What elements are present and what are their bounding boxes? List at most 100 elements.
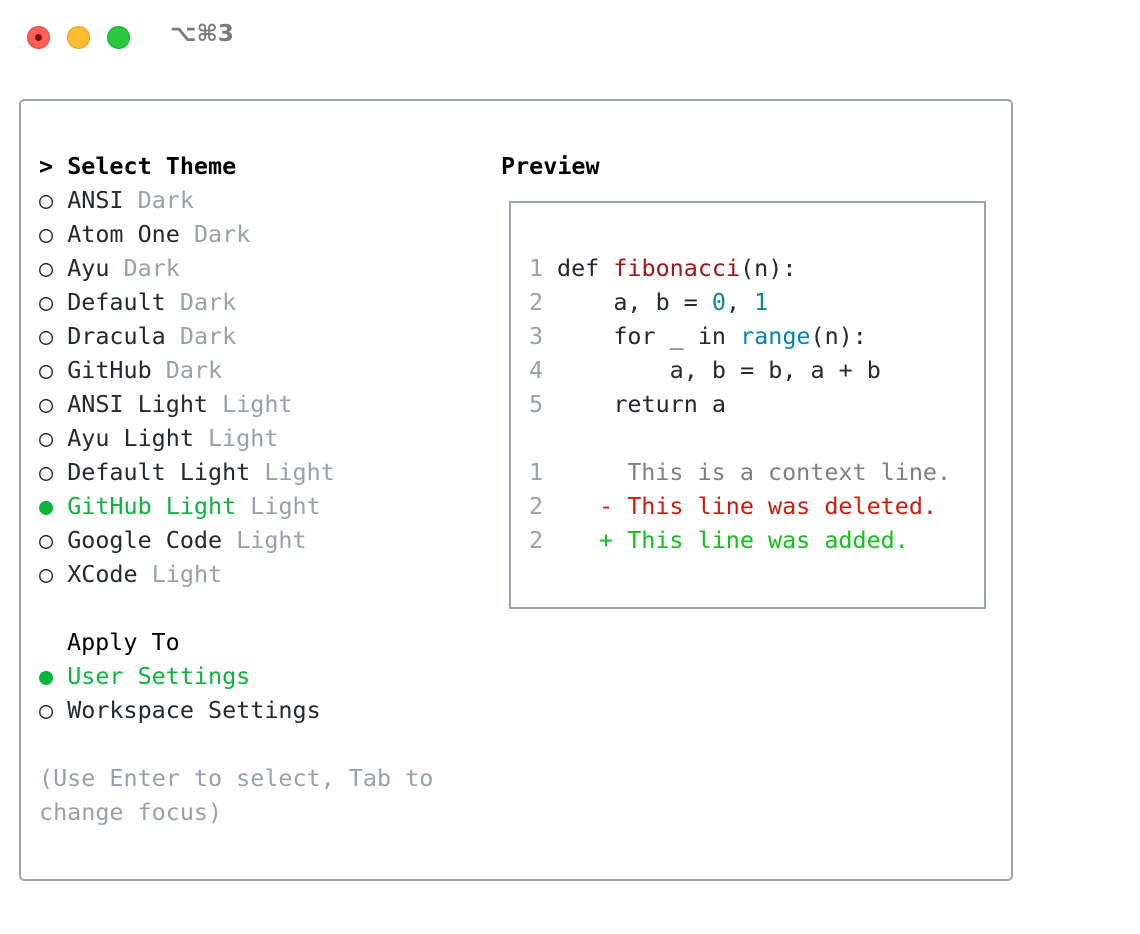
code-token: def bbox=[557, 254, 614, 282]
theme-option[interactable]: ● GitHub Light Light bbox=[39, 489, 321, 523]
theme-type: Dark bbox=[179, 322, 237, 350]
theme-option[interactable]: ○ ANSI Dark bbox=[39, 183, 194, 217]
theme-type: Light bbox=[222, 390, 293, 418]
theme-name: Google Code bbox=[67, 526, 223, 554]
apply-to-label: User Settings bbox=[67, 662, 251, 690]
radio-empty-icon: ○ bbox=[39, 254, 54, 282]
diff-text: This line was added. bbox=[627, 526, 909, 554]
theme-name: Ayu bbox=[67, 254, 110, 282]
theme-type: Dark bbox=[137, 186, 194, 214]
line-number: 2 bbox=[529, 288, 544, 316]
code-token: 0 bbox=[711, 288, 726, 316]
radio-empty-icon: ○ bbox=[39, 458, 54, 486]
theme-name: Atom One bbox=[67, 220, 180, 248]
window-title: ⌥⌘3 bbox=[170, 21, 234, 47]
radio-filled-icon: ● bbox=[39, 492, 54, 520]
radio-empty-icon: ○ bbox=[39, 424, 54, 452]
theme-option[interactable]: ○ ANSI Light Light bbox=[39, 387, 293, 421]
theme-name: ANSI bbox=[67, 186, 124, 214]
theme-type: Light bbox=[151, 560, 223, 588]
code-token: a, b = b, a + b bbox=[557, 356, 881, 384]
theme-option[interactable]: ○ XCode Light bbox=[39, 557, 222, 591]
theme-option[interactable]: ○ Atom One Dark bbox=[39, 217, 250, 251]
code-token: 1 bbox=[754, 288, 769, 316]
diff-line-add: + This line was added. bbox=[599, 523, 909, 557]
code-line: a, b = 0, 1 bbox=[557, 285, 768, 319]
code-line: for _ in range(n): bbox=[557, 319, 867, 353]
theme-type: Light bbox=[264, 458, 335, 486]
theme-type: Dark bbox=[179, 288, 237, 316]
theme-option[interactable]: ○ Default Dark bbox=[39, 285, 236, 319]
theme-option[interactable]: ○ Dracula Dark bbox=[39, 319, 236, 353]
radio-empty-icon: ○ bbox=[39, 186, 54, 214]
theme-option[interactable]: ○ GitHub Dark bbox=[39, 353, 222, 387]
theme-list-heading: > Select Theme bbox=[39, 149, 236, 183]
minimize-window-button[interactable] bbox=[67, 26, 90, 49]
cursor-indicator: > bbox=[39, 152, 54, 180]
theme-type: Dark bbox=[165, 356, 223, 384]
theme-option[interactable]: ○ Ayu Light Light bbox=[39, 421, 278, 455]
code-line: a, b = b, a + b bbox=[557, 353, 881, 387]
theme-option[interactable]: ○ Default Light Light bbox=[39, 455, 335, 489]
diff-line-ctx: This is a context line. bbox=[599, 455, 951, 489]
theme-type: Dark bbox=[123, 254, 180, 282]
diff-text: This line was deleted. bbox=[627, 492, 937, 520]
code-token: (n): bbox=[810, 322, 867, 350]
diff-marker: - bbox=[599, 492, 614, 520]
theme-type: Light bbox=[250, 492, 321, 520]
close-dot-icon bbox=[35, 34, 42, 41]
code-token: (n): bbox=[740, 254, 797, 282]
theme-type: Dark bbox=[193, 220, 251, 248]
radio-empty-icon: ○ bbox=[39, 356, 54, 384]
code-line: return a bbox=[557, 387, 726, 421]
help-text-line-2: change focus) bbox=[39, 798, 223, 826]
code-token: return a bbox=[557, 390, 726, 418]
theme-option[interactable]: ○ Ayu Dark bbox=[39, 251, 180, 285]
diff-line-number: 2 bbox=[529, 492, 544, 520]
theme-name: GitHub Light bbox=[67, 492, 237, 520]
diff-line-number: 1 bbox=[529, 458, 544, 486]
theme-name: GitHub bbox=[67, 356, 152, 384]
code-token: a, b = bbox=[557, 288, 712, 316]
theme-dialog bbox=[19, 99, 1013, 881]
diff-marker bbox=[599, 458, 613, 486]
theme-name: Dracula bbox=[67, 322, 166, 350]
radio-empty-icon: ○ bbox=[39, 220, 54, 248]
radio-empty-icon: ○ bbox=[39, 526, 54, 554]
help-text-line-1: (Use Enter to select, Tab to bbox=[39, 764, 434, 792]
code-token: range bbox=[740, 322, 811, 350]
apply-to-option[interactable]: ○ Workspace Settings bbox=[39, 693, 321, 727]
radio-empty-icon: ○ bbox=[39, 322, 54, 350]
theme-name: ANSI Light bbox=[67, 390, 209, 418]
code-line: def fibonacci(n): bbox=[557, 251, 796, 285]
apply-to-option[interactable]: ● User Settings bbox=[39, 659, 250, 693]
line-number: 3 bbox=[529, 322, 544, 350]
heading-text: Select Theme bbox=[67, 152, 237, 180]
theme-name: Default bbox=[67, 288, 166, 316]
radio-empty-icon: ○ bbox=[39, 696, 54, 724]
diff-line-number: 2 bbox=[529, 526, 544, 554]
theme-name: XCode bbox=[67, 560, 138, 588]
diff-text: This is a context line. bbox=[627, 458, 952, 486]
line-number: 5 bbox=[529, 390, 544, 418]
theme-name: Default Light bbox=[67, 458, 251, 486]
close-window-button[interactable] bbox=[27, 26, 50, 49]
maximize-window-button[interactable] bbox=[107, 26, 130, 49]
theme-option[interactable]: ○ Google Code Light bbox=[39, 523, 307, 557]
line-number: 4 bbox=[529, 356, 544, 384]
radio-empty-icon: ○ bbox=[39, 560, 54, 588]
preview-heading: Preview bbox=[501, 152, 600, 180]
radio-filled-icon: ● bbox=[39, 662, 54, 690]
radio-empty-icon: ○ bbox=[39, 288, 54, 316]
line-number: 1 bbox=[529, 254, 544, 282]
preview-box bbox=[509, 201, 986, 609]
theme-name: Ayu Light bbox=[67, 424, 194, 452]
diff-marker: + bbox=[599, 526, 614, 554]
theme-type: Light bbox=[208, 424, 279, 452]
radio-empty-icon: ○ bbox=[39, 390, 54, 418]
theme-type: Light bbox=[236, 526, 307, 554]
code-token: for _ in bbox=[557, 322, 741, 350]
diff-line-del: - This line was deleted. bbox=[599, 489, 937, 523]
apply-to-heading: Apply To bbox=[67, 628, 180, 656]
code-token: fibonacci bbox=[613, 254, 741, 282]
